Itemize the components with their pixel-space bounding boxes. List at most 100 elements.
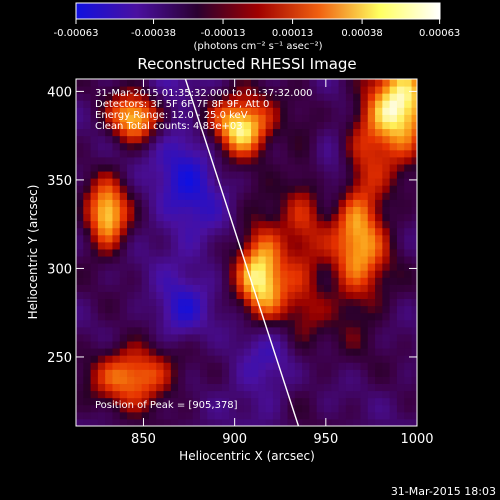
heatmap-cell — [119, 319, 128, 328]
heatmap-cell — [375, 93, 383, 101]
heatmap-cell — [97, 256, 106, 264]
heatmap-cell — [251, 248, 259, 257]
heatmap-cell — [382, 298, 391, 307]
heatmap-cell — [214, 227, 223, 236]
heatmap-cell — [200, 404, 208, 413]
heatmap-cell — [243, 341, 252, 349]
heatmap-cell — [214, 284, 223, 292]
heatmap-cell — [396, 312, 405, 321]
heatmap-cell — [316, 298, 325, 307]
heatmap-cell — [324, 114, 332, 122]
heatmap-cell — [338, 291, 347, 300]
heatmap-cell — [389, 156, 398, 165]
heatmap-cell — [353, 256, 361, 264]
heatmap-cell — [207, 79, 216, 87]
heatmap-cell — [389, 93, 398, 101]
heatmap-cell — [156, 376, 165, 385]
heatmap-cell — [345, 128, 354, 137]
heatmap-cell — [280, 121, 289, 130]
heatmap-cell — [360, 418, 369, 426]
heatmap-cell — [302, 142, 310, 151]
heatmap-cell — [207, 185, 216, 193]
heatmap-cell — [76, 185, 84, 193]
heatmap-cell — [367, 93, 376, 101]
heatmap-cell — [367, 213, 376, 222]
heatmap-cell — [375, 100, 383, 108]
heatmap-cell — [243, 220, 252, 229]
heatmap-cell — [345, 256, 354, 264]
heatmap-cell — [156, 128, 165, 137]
heatmap-cell — [156, 86, 165, 94]
heatmap-cell — [280, 397, 289, 406]
heatmap-cell — [345, 149, 354, 158]
heatmap-cell — [221, 319, 230, 328]
heatmap-cell — [411, 411, 417, 420]
heatmap-cell — [112, 326, 121, 335]
heatmap-cell — [389, 199, 398, 207]
heatmap-cell — [105, 341, 113, 349]
heatmap-cell — [192, 256, 201, 264]
heatmap-cell — [192, 234, 201, 243]
heatmap-cell — [229, 312, 237, 321]
heatmap-cell — [148, 93, 157, 101]
heatmap-cell — [141, 348, 150, 356]
heatmap-cell — [90, 241, 99, 250]
heatmap-cell — [265, 355, 274, 363]
heatmap-cell — [112, 171, 121, 179]
heatmap-cell — [258, 376, 267, 385]
heatmap-cell — [396, 206, 405, 215]
heatmap-cell — [148, 227, 157, 236]
heatmap-cell — [272, 241, 281, 250]
heatmap-cell — [338, 121, 347, 130]
heatmap-cell — [105, 383, 113, 392]
heatmap-cell — [170, 142, 179, 151]
heatmap-cell — [163, 263, 172, 271]
heatmap-cell — [360, 156, 369, 165]
heatmap-cell — [280, 305, 289, 314]
heatmap-cell — [251, 107, 259, 115]
heatmap-cell — [396, 411, 405, 420]
heatmap-cell — [375, 79, 383, 87]
heatmap-cell — [353, 411, 361, 420]
heatmap-cell — [360, 241, 369, 250]
heatmap-cell — [127, 418, 135, 426]
heatmap-cell — [90, 362, 99, 370]
heatmap-cell — [331, 298, 340, 307]
heatmap-cell — [148, 326, 157, 335]
heatmap-cell — [375, 284, 383, 292]
colorbar-tick-label: -0.00063 — [54, 28, 99, 39]
heatmap-cell — [178, 397, 186, 406]
heatmap-cell — [375, 383, 383, 392]
heatmap-cell — [141, 220, 150, 229]
heatmap-cell — [236, 305, 245, 314]
heatmap-cell — [294, 411, 303, 420]
heatmap-cell — [353, 263, 361, 271]
heatmap-cell — [112, 383, 121, 392]
heatmap-cell — [396, 298, 405, 307]
heatmap-cell — [76, 348, 84, 356]
heatmap-cell — [163, 93, 172, 101]
heatmap-cell — [302, 234, 310, 243]
heatmap-cell — [119, 263, 128, 271]
heatmap-cell — [200, 142, 208, 151]
heatmap-cell — [272, 263, 281, 271]
heatmap-cell — [156, 93, 165, 101]
heatmap-cell — [258, 149, 267, 158]
heatmap-cell — [272, 135, 281, 144]
heatmap-cell — [389, 107, 398, 115]
heatmap-cell — [411, 362, 417, 370]
heatmap-cell — [280, 93, 289, 101]
heatmap-cell — [76, 171, 84, 179]
heatmap-cell — [353, 383, 361, 392]
heatmap-cell — [258, 397, 267, 406]
heatmap-cell — [404, 341, 413, 349]
heatmap-cell — [163, 326, 172, 335]
heatmap-cell — [294, 291, 303, 300]
heatmap-cell — [127, 86, 135, 94]
heatmap-cell — [163, 291, 172, 300]
heatmap-cell — [382, 305, 391, 314]
heatmap-cell — [389, 192, 398, 200]
heatmap-cell — [127, 263, 135, 271]
heatmap-cell — [360, 277, 369, 285]
heatmap-cell — [236, 390, 245, 399]
